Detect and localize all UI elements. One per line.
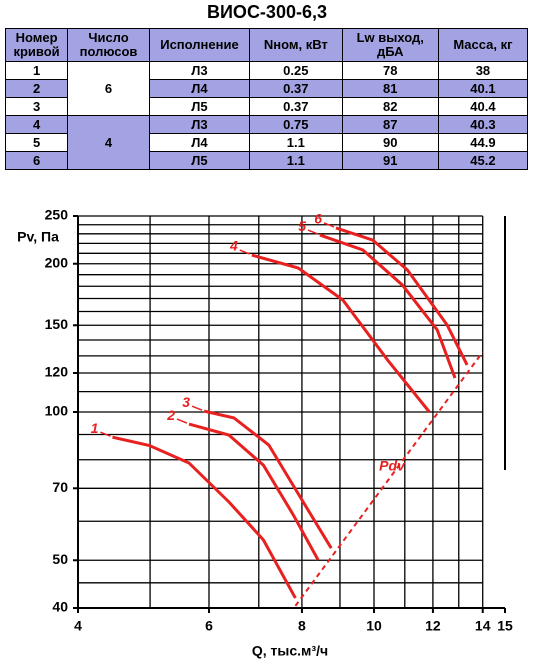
curve-label: 4 [229,238,238,254]
table-row: 4 4 Л3 0.75 87 40.3 [4,115,529,170]
x-axis-label: Q, тыс.м³/ч [252,643,328,659]
cell: Л3 [148,115,251,134]
curve-label: 2 [166,407,175,423]
label-dash [307,229,319,235]
cell: 91 [341,151,439,170]
column-header: Число полюсов [67,28,150,62]
spec-table: Номер кривой Число полюсов Исполнение Nном,… [4,28,529,170]
y-axis-label: Pv, Па [17,229,59,245]
cell: 87 [341,115,439,134]
title: ВИОС-300-6,3 [207,2,327,22]
label-dash [239,249,251,255]
x-tick-label: 15 [497,618,513,634]
x-tick-label: 8 [298,618,306,634]
cell: 6 [4,151,69,170]
label-dash [323,222,335,228]
y-tick-label: 100 [45,403,69,419]
x-tick-label: 10 [366,618,382,634]
curve [188,422,320,561]
cell: 82 [341,97,439,116]
cell: 1 [4,61,69,80]
table-row: 2 Л4 0.37 81 40.1 [4,79,529,98]
cell: 40.3 [437,115,529,134]
curve-label: 3 [182,394,190,410]
x-tick-label: 14 [475,618,491,634]
table-body: 1 6 Л3 0.25 78 38 2 Л4 0.37 81 40.1 3 Л5 0.37 82 40.4 4 4… [4,61,529,170]
table-row: 5 Л4 1.1 90 44.9 [4,133,529,152]
column-header: Исполнение [148,28,251,62]
table-row: 1 6 Л3 0.25 78 38 [4,61,529,116]
y-tick-label: 120 [45,364,69,380]
header-row: Номер кривой Число полюсов Исполнение Nном,… [4,28,529,62]
pdv-line [294,351,484,607]
y-tick-label: 40 [52,599,68,615]
cell: Л5 [148,151,251,170]
cell: 45.2 [437,151,529,170]
label-dash [176,418,188,424]
column-header: Масса, кг [437,28,529,62]
table-row: 6 Л5 1.1 91 45.2 [4,151,529,170]
curve-label: 1 [91,420,99,436]
cell: 0.75 [249,115,343,134]
pdv-label: Pdv [379,458,406,474]
curve [112,435,297,599]
cell: 40.1 [437,79,529,98]
cell: 1.1 [249,151,343,170]
pole-cell: 6 [67,61,150,116]
curve [335,226,469,366]
curve [203,409,333,549]
y-tick-label: 200 [45,254,69,270]
column-header: Nном, кВт [249,28,343,62]
y-tick-label: 250 [45,207,69,223]
curve [319,233,457,379]
y-tick-label: 150 [45,316,69,332]
curve-label: 6 [314,211,322,227]
y-tick-label: 70 [52,479,68,495]
label-dash [100,431,111,437]
cell: 81 [341,79,439,98]
x-tick-label: 6 [205,618,213,634]
pole-cell: 4 [67,115,150,170]
x-tick-label: 4 [74,618,82,634]
column-header: Номер кривой [4,28,69,62]
curve [251,253,431,413]
table-row: 3 Л5 0.37 82 40.4 [4,97,529,116]
cell: 90 [341,133,439,152]
label-dash [191,405,203,411]
curve-label: 5 [298,218,306,234]
cell: 2 [4,79,69,98]
x-tick-label: 12 [425,618,441,634]
cell: 40.4 [437,97,529,116]
y-tick-label: 50 [52,551,68,567]
